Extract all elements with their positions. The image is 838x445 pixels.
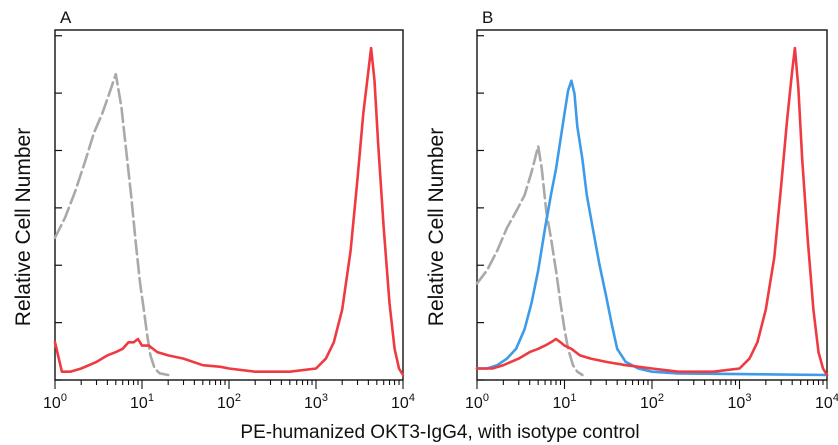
x-ticks-a <box>54 380 404 389</box>
x-tick-labels-b: 100 101 102 103 104 <box>465 392 838 412</box>
y-axis-label-b: Relative Cell Number <box>425 128 448 326</box>
panel-b: B Relative Cell Number 100 101 102 103 104 <box>425 8 838 412</box>
x-tick-label-b: 102 <box>640 392 664 412</box>
series-line-red-a <box>53 46 405 377</box>
x-tick-label-a: 102 <box>217 392 241 412</box>
y-axis-label-a: Relative Cell Number <box>12 128 35 326</box>
y-ticks-b <box>477 35 484 381</box>
panel-a: A Relative Cell Number 100 101 102 103 104 <box>12 8 415 412</box>
series-line-blue-b <box>475 79 829 377</box>
series-group-a <box>53 46 405 377</box>
plot-frame-a <box>54 29 404 381</box>
plot-frame-b <box>476 29 828 381</box>
series-line-red-b <box>475 46 829 377</box>
x-tick-label-b: 100 <box>465 392 489 412</box>
x-tick-label-b: 101 <box>553 392 577 412</box>
series-line-isotype-a <box>53 72 170 377</box>
x-tick-label-a: 103 <box>304 392 328 412</box>
x-tick-label-b: 104 <box>815 392 838 412</box>
x-tick-label-b: 103 <box>728 392 752 412</box>
panel-label-a: A <box>60 8 72 27</box>
x-axis-label: PE-humanized OKT3-IgG4, with isotype con… <box>240 422 639 443</box>
series-line-isotype-b <box>475 144 584 377</box>
series-group-b <box>475 46 829 377</box>
x-tick-label-a: 101 <box>130 392 154 412</box>
panel-label-b: B <box>482 8 493 27</box>
x-tick-label-a: 100 <box>43 392 67 412</box>
x-tick-label-a: 104 <box>391 392 415 412</box>
y-ticks-a <box>55 35 62 381</box>
x-tick-labels-a: 100 101 102 103 104 <box>43 392 415 412</box>
x-ticks-b <box>476 380 828 389</box>
